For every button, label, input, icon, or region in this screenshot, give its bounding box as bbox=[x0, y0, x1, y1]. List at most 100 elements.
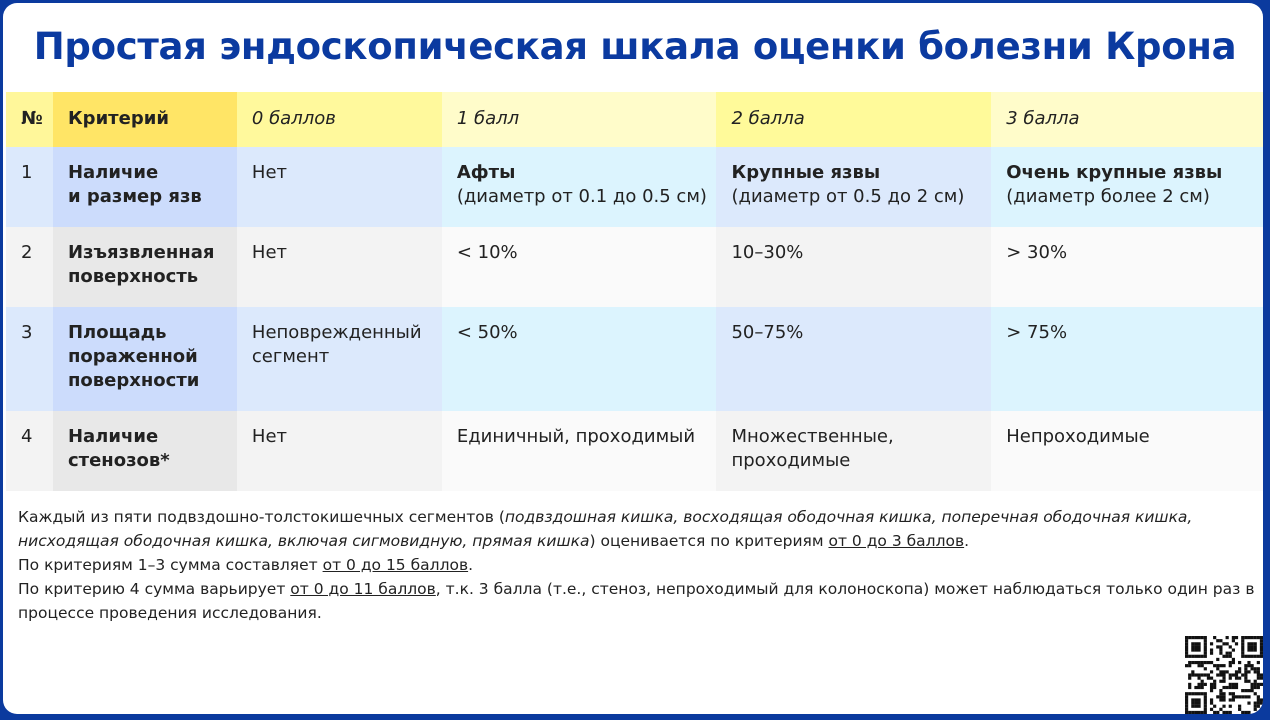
qr-module bbox=[1247, 636, 1251, 640]
qr-module bbox=[1203, 701, 1207, 705]
row-criterion: Площадь пораженной поверхности bbox=[52, 307, 237, 411]
qr-module bbox=[1188, 692, 1192, 696]
qr-module bbox=[1185, 642, 1189, 646]
qr-module bbox=[1209, 648, 1214, 652]
row-num: 2 bbox=[6, 227, 53, 307]
score-0-cell: Неповрежденный сегмент bbox=[236, 307, 442, 411]
qr-module bbox=[1191, 636, 1195, 640]
qr-module bbox=[1225, 685, 1229, 690]
qr-code-icon[interactable] bbox=[1185, 636, 1263, 714]
qr-module bbox=[1238, 667, 1242, 671]
qr-module bbox=[1250, 685, 1254, 690]
qr-module bbox=[1256, 676, 1260, 680]
qr-module bbox=[1250, 648, 1254, 652]
score-2-cell: Крупные язвы (диаметр от 0.5 до 2 см) bbox=[716, 147, 992, 227]
qr-module bbox=[1225, 651, 1229, 655]
qr-module bbox=[1219, 670, 1223, 674]
qr-module bbox=[1253, 701, 1257, 705]
score-1-cell: Афты (диаметр от 0.1 до 0.5 см) bbox=[441, 147, 717, 227]
qr-module bbox=[1222, 692, 1226, 696]
qr-module bbox=[1244, 710, 1248, 714]
qr-module bbox=[1234, 682, 1239, 686]
qr-module bbox=[1197, 654, 1201, 658]
qr-module bbox=[1225, 670, 1229, 674]
qr-module bbox=[1209, 701, 1214, 705]
qr-module bbox=[1185, 648, 1189, 652]
qr-module bbox=[1194, 685, 1198, 690]
qr-module bbox=[1231, 682, 1235, 686]
qr-module bbox=[1213, 664, 1217, 668]
qr-module bbox=[1216, 664, 1220, 668]
qr-module bbox=[1231, 673, 1235, 677]
qr-module bbox=[1197, 673, 1201, 677]
qr-module bbox=[1259, 645, 1263, 649]
qr-module bbox=[1253, 654, 1257, 658]
score-3-cell: Непроходимые bbox=[991, 411, 1263, 491]
row-num: 1 bbox=[6, 147, 53, 227]
qr-module bbox=[1231, 639, 1235, 643]
qr-module bbox=[1200, 685, 1204, 690]
note-text: . bbox=[964, 532, 970, 550]
qr-module bbox=[1197, 704, 1201, 708]
qr-module bbox=[1222, 698, 1226, 702]
table-row: 1 Наличие и размер язв Нет Афты (диаметр … bbox=[6, 147, 1263, 227]
qr-module bbox=[1241, 648, 1245, 652]
note-text: По критериям 1–3 сумма составляет bbox=[18, 556, 323, 574]
qr-module bbox=[1228, 685, 1232, 690]
qr-module bbox=[1209, 689, 1214, 693]
score-0-cell: Нет bbox=[236, 411, 442, 491]
qr-module bbox=[1209, 707, 1214, 711]
table-row: 4 Наличие стенозов* Нет Единичный, прохо… bbox=[6, 411, 1263, 491]
qr-module bbox=[1222, 664, 1226, 668]
qr-module bbox=[1241, 642, 1245, 646]
qr-module bbox=[1194, 704, 1198, 708]
qr-module bbox=[1219, 645, 1223, 649]
qr-module bbox=[1185, 636, 1189, 640]
qr-module bbox=[1188, 664, 1192, 668]
qr-module bbox=[1256, 685, 1260, 690]
qr-module bbox=[1256, 698, 1260, 702]
qr-module bbox=[1225, 642, 1229, 646]
qr-module bbox=[1219, 692, 1223, 696]
qr-module bbox=[1194, 654, 1198, 658]
qr-module bbox=[1200, 654, 1204, 658]
qr-module bbox=[1216, 639, 1220, 643]
qr-module bbox=[1247, 701, 1251, 705]
qr-module bbox=[1253, 685, 1257, 690]
footnotes: Каждый из пяти подвздошно-толстокишечных… bbox=[18, 505, 1258, 625]
note-segment-list: подвздошная кишка, восходящая ободочная … bbox=[18, 508, 1193, 550]
qr-module bbox=[1256, 660, 1260, 665]
qr-module bbox=[1191, 660, 1195, 665]
qr-module bbox=[1216, 667, 1220, 671]
qr-module bbox=[1188, 682, 1192, 686]
qr-module bbox=[1228, 698, 1232, 702]
qr-module bbox=[1219, 639, 1223, 643]
qr-module bbox=[1203, 648, 1207, 652]
qr-module bbox=[1231, 660, 1235, 665]
qr-module bbox=[1244, 695, 1248, 699]
qr-module bbox=[1250, 689, 1254, 693]
qr-module bbox=[1216, 710, 1220, 714]
qr-module bbox=[1188, 685, 1192, 690]
qr-module bbox=[1259, 673, 1263, 677]
qr-module bbox=[1185, 645, 1189, 649]
score-0-cell: Нет bbox=[236, 147, 442, 227]
qr-module bbox=[1244, 670, 1248, 674]
qr-module bbox=[1253, 704, 1257, 708]
qr-module bbox=[1197, 645, 1201, 649]
qr-module bbox=[1244, 689, 1248, 693]
qr-module bbox=[1219, 648, 1223, 652]
qr-module bbox=[1253, 670, 1257, 674]
qr-module bbox=[1244, 636, 1248, 640]
score-0-cell: Нет bbox=[236, 227, 442, 307]
qr-module bbox=[1256, 670, 1260, 674]
qr-module bbox=[1213, 682, 1217, 686]
qr-module bbox=[1185, 695, 1189, 699]
qr-module bbox=[1247, 670, 1251, 674]
score-2-cell: 50–75% bbox=[716, 307, 992, 411]
qr-module bbox=[1241, 673, 1245, 677]
qr-module bbox=[1222, 673, 1226, 677]
qr-module bbox=[1231, 685, 1235, 690]
qr-module bbox=[1219, 679, 1223, 683]
qr-module bbox=[1231, 695, 1235, 699]
